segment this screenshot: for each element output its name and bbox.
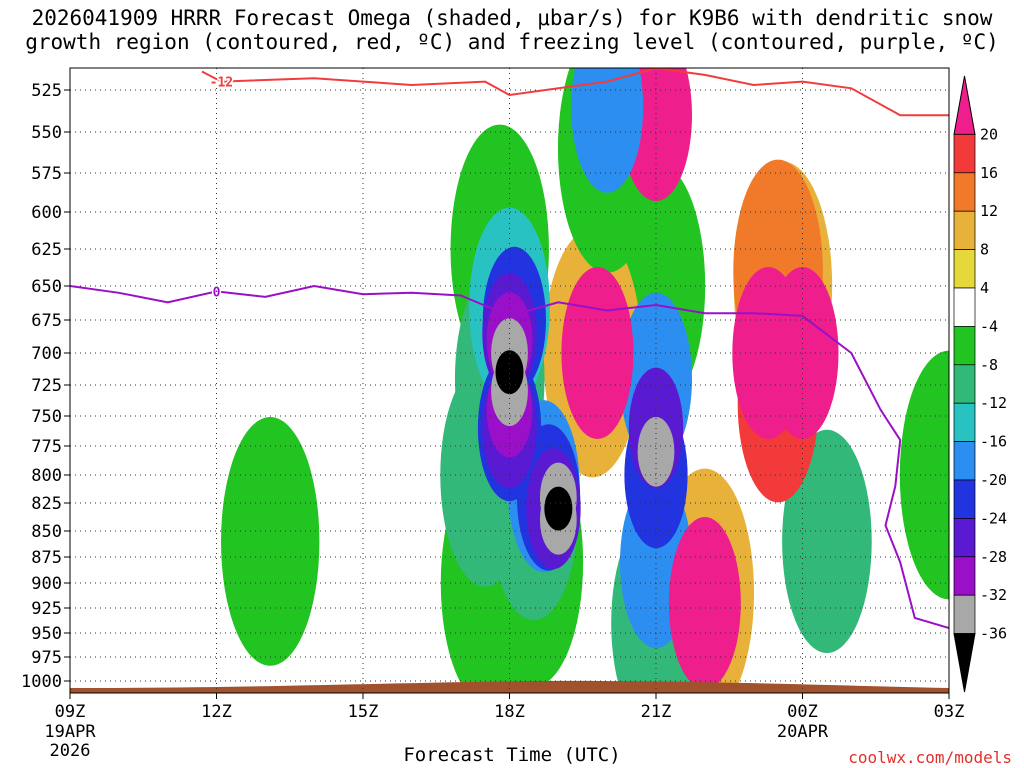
title-line-2: growth region (contoured, red, ºC) and f… [25, 30, 999, 54]
x-tick-label: 21Z [641, 702, 672, 722]
colorbar-top-arrow [953, 75, 976, 135]
colorbar-swatch [953, 402, 976, 442]
y-tick-label: 825 [31, 494, 62, 514]
y-tick-label: 525 [31, 81, 62, 101]
colorbar-swatch [953, 210, 976, 250]
x-tick-label: 18Z [494, 702, 525, 722]
y-tick-label: 900 [31, 574, 62, 594]
colorbar-tick-label: -28 [980, 548, 1007, 566]
colorbar-tick-label: 12 [980, 202, 998, 220]
x-tick-year: 2026 [50, 741, 91, 761]
omega-field [221, 68, 949, 693]
y-tick-label: 925 [31, 599, 62, 619]
colorbar-tick-label: 4 [980, 279, 989, 297]
freezing-level-contour-label: 0 [213, 285, 221, 300]
y-tick-label: 625 [31, 240, 62, 260]
freezing-level-contour [70, 284, 949, 629]
x-tick-label: 03Z [934, 702, 965, 722]
omega-cell [495, 350, 524, 395]
y-tick-label: 600 [31, 203, 62, 223]
x-tick-label: 00Z [787, 702, 818, 722]
x-tick-label: 15Z [348, 702, 379, 722]
title-line-1: 2026041909 HRRR Forecast Omega (shaded, … [31, 6, 993, 30]
omega-cell [668, 517, 741, 689]
x-tick-date: 20APR [777, 722, 829, 742]
y-tick-label: 575 [31, 164, 62, 184]
y-tick-label: 875 [31, 548, 62, 568]
dgz-contour [201, 68, 949, 117]
omega-cell [544, 486, 573, 531]
colorbar-swatch [953, 172, 976, 212]
colorbar-swatch [953, 479, 976, 519]
colorbar-tick-label: -32 [980, 586, 1007, 604]
colorbar-tick-label: -8 [980, 356, 998, 374]
y-tick-label: 550 [31, 123, 62, 143]
y-tick-label: 850 [31, 522, 62, 542]
contour-lines: -12 0 [70, 68, 949, 629]
colorbar-swatch [953, 441, 976, 481]
colorbar-tick-label: -4 [980, 317, 998, 335]
x-tick-label: 09Z [55, 702, 86, 722]
credit-text: coolwx.com/models [848, 748, 1012, 767]
colorbar-swatch [953, 287, 976, 327]
omega-cell [637, 417, 675, 487]
colorbar-swatch [953, 364, 976, 404]
colorbar-swatch [953, 249, 976, 289]
y-tick-label: 950 [31, 624, 62, 644]
colorbar-tick-label: 8 [980, 241, 989, 259]
colorbar-swatch [953, 134, 976, 174]
y-axis: 525 550 575 600 625 650 675 700 725 750 775 800 825 8… [21, 81, 70, 692]
colorbar-tick-label: -20 [980, 471, 1007, 489]
colorbar-tick-label: -12 [980, 394, 1007, 412]
colorbar-tick-label: 20 [980, 125, 998, 143]
y-tick-label: 800 [31, 466, 62, 486]
colorbar-swatch [953, 556, 976, 596]
colorbar-swatch [953, 518, 976, 558]
colorbar-tick-label: -24 [980, 509, 1007, 527]
terrain-shape [70, 680, 949, 693]
colorbar-swatch [953, 594, 976, 634]
chart-title: 2026041909 HRRR Forecast Omega (shaded, … [0, 6, 1024, 54]
x-tick-date: 19APR [44, 722, 96, 742]
colorbar-tick-label: -16 [980, 433, 1007, 451]
y-tick-label: 975 [31, 648, 62, 668]
colorbar: 20 16 12 8 4 -4 -8 -12 -16 -20 -24 -28 -32 -36 [953, 75, 1007, 693]
x-axis-title: Forecast Time (UTC) [403, 744, 621, 766]
y-tick-label: 700 [31, 344, 62, 364]
y-tick-label: 725 [31, 376, 62, 396]
omega-cell [561, 267, 634, 439]
y-tick-label: 750 [31, 407, 62, 427]
dgz-contour-label: -12 [210, 76, 233, 91]
terrain-fill [70, 680, 949, 693]
y-tick-label: 675 [31, 311, 62, 331]
x-tick-label: 12Z [201, 702, 232, 722]
omega-cell [571, 68, 644, 193]
omega-cell [221, 417, 320, 666]
omega-cell [899, 350, 949, 600]
y-tick-label: 775 [31, 437, 62, 457]
y-tick-label: 650 [31, 277, 62, 297]
colorbar-bottom-arrow [953, 633, 976, 693]
colorbar-swatch [953, 326, 976, 366]
colorbar-tick-label: -36 [980, 625, 1007, 643]
colorbar-tick-label: 16 [980, 164, 998, 182]
y-tick-label: 1000 [21, 672, 62, 692]
omega-cell [782, 429, 872, 653]
